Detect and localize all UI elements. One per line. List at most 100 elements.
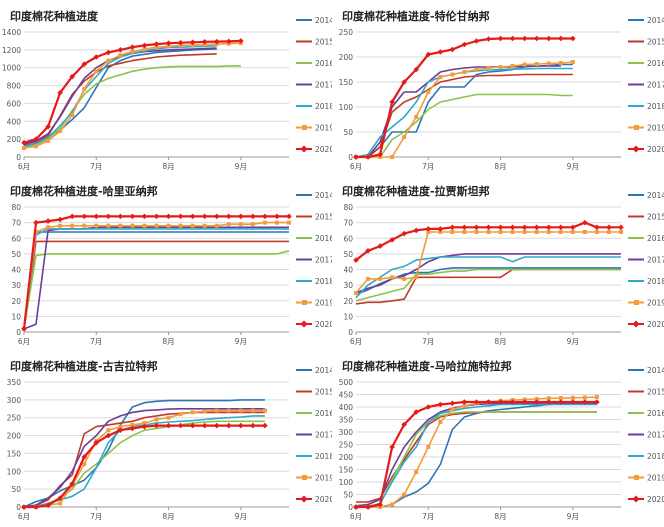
- data-point: [141, 42, 148, 49]
- data-point: [377, 151, 383, 158]
- data-point: [118, 424, 123, 429]
- legend-label: 2020年: [647, 144, 664, 154]
- data-point: [58, 129, 63, 134]
- data-point: [225, 213, 232, 220]
- data-point: [166, 415, 171, 420]
- y-tick-label: 20: [343, 297, 353, 306]
- legend-item: 2018年: [628, 451, 664, 461]
- x-tick-label: 6月: [350, 512, 362, 521]
- y-tick-label: 0: [16, 328, 21, 337]
- chart-title: 印度棉花种植进度-马哈拉施特拉邦: [342, 360, 512, 373]
- data-point: [93, 213, 100, 220]
- y-tick-label: 10: [11, 312, 21, 321]
- legend-marker: [634, 475, 639, 480]
- data-point: [46, 138, 51, 143]
- series-line: [356, 402, 597, 508]
- data-point: [353, 154, 359, 160]
- data-point: [45, 123, 51, 130]
- x-tick-label: 7月: [422, 337, 434, 346]
- data-point: [178, 223, 183, 228]
- legend-item: 2017年: [628, 255, 664, 265]
- legend-item: 2015年: [628, 387, 664, 397]
- data-point: [390, 155, 395, 159]
- legend-label: 2017年: [315, 255, 332, 265]
- y-tick-label: 70: [11, 219, 21, 228]
- legend-marker: [632, 320, 640, 328]
- legend-marker: [300, 145, 308, 153]
- data-point: [46, 225, 51, 230]
- data-point: [33, 504, 39, 510]
- x-tick-label: 8月: [162, 512, 174, 521]
- data-point: [366, 276, 371, 281]
- series-line: [355, 268, 621, 302]
- chart-svg: 0 200 400 600 800 1000 1200 1400 6月 7月 8月 9月 2014年 20…: [2, 15, 332, 171]
- chart-title: 印度棉花种植进度-拉贾斯坦邦: [342, 185, 490, 198]
- series-line: [23, 420, 265, 508]
- data-point: [462, 403, 467, 408]
- series-line: [356, 73, 573, 158]
- series-line: [23, 228, 289, 330]
- data-point: [402, 135, 407, 139]
- data-point: [582, 219, 588, 226]
- data-point: [486, 66, 491, 70]
- data-point: [533, 399, 540, 405]
- data-point: [521, 399, 528, 405]
- legend-item: 2020年: [296, 494, 332, 504]
- legend-item: 2014年: [296, 190, 332, 200]
- data-point: [213, 213, 220, 220]
- chart-panel: 印度棉花种植进度-特伦甘纳邦 0 50 100 150 200 250 6月 7月 8月 9月 201…: [332, 0, 664, 175]
- legend-label: 2016年: [647, 233, 664, 243]
- legend-item: 2016年: [296, 233, 332, 243]
- data-point: [250, 213, 256, 220]
- data-point: [106, 428, 111, 433]
- data-point: [262, 220, 267, 225]
- legend-item: 2014年: [628, 365, 664, 375]
- chart-svg: 0 50 100 150 200 250 6月 7月 8月 9月 2014年 2015年 2016年 20…: [339, 15, 664, 171]
- x-tick-label: 8月: [494, 162, 506, 171]
- legend-label: 2019年: [647, 298, 664, 308]
- legend-label: 2016年: [315, 408, 332, 418]
- legend-item: 2014年: [628, 15, 664, 25]
- legend-item: 2018年: [628, 101, 664, 111]
- data-point: [485, 36, 492, 42]
- data-point: [557, 399, 564, 405]
- x-tick-label: 6月: [18, 162, 30, 171]
- data-point: [462, 230, 467, 234]
- data-point: [33, 136, 39, 142]
- data-point: [377, 501, 383, 508]
- data-point: [117, 213, 124, 220]
- y-tick-label: 80: [343, 203, 353, 212]
- series-line: [23, 399, 265, 508]
- data-point: [450, 407, 455, 412]
- y-tick-label: 150: [7, 449, 22, 458]
- data-point: [498, 65, 503, 69]
- legend-item: 2017年: [296, 255, 332, 265]
- data-point: [473, 224, 480, 231]
- legend-label: 2015年: [315, 37, 332, 47]
- data-point: [509, 35, 516, 42]
- y-tick-label: 0: [348, 503, 353, 512]
- legend-item: 2017年: [628, 430, 664, 440]
- data-point: [545, 224, 552, 231]
- x-tick-label: 8月: [162, 162, 174, 171]
- y-tick-label: 50: [343, 128, 353, 137]
- data-point: [498, 230, 503, 234]
- data-point: [189, 39, 196, 46]
- data-point: [226, 222, 231, 227]
- data-point: [165, 40, 172, 46]
- x-tick-label: 9月: [567, 162, 579, 171]
- x-tick-label: 7月: [90, 337, 102, 346]
- legend-label: 2016年: [647, 408, 664, 418]
- y-tick-label: 250: [339, 441, 354, 450]
- data-point: [533, 35, 540, 42]
- data-point: [250, 222, 255, 227]
- series-line: [355, 253, 621, 294]
- data-point: [474, 230, 479, 234]
- legend-marker: [302, 475, 307, 480]
- chart-panel: 印度棉花种植进度 0 200 400 600 800 1000 1200 1400 6月 7月 8月 9…: [0, 0, 332, 175]
- legend-label: 2014年: [315, 15, 332, 25]
- data-point: [570, 395, 575, 400]
- data-point: [201, 39, 208, 45]
- legend-label: 2017年: [647, 430, 664, 440]
- data-point: [165, 422, 172, 429]
